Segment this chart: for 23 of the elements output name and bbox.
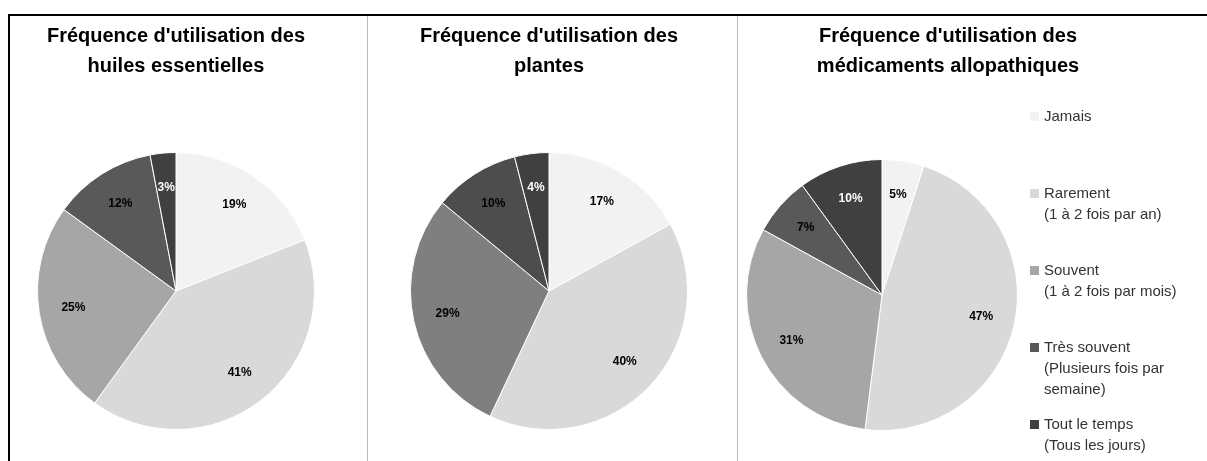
data-label: 29% xyxy=(435,305,460,320)
data-label: 31% xyxy=(779,333,804,348)
chart-title: Fréquence d'utilisation des médicaments allopathiques xyxy=(815,23,1081,78)
data-label: 25% xyxy=(61,299,86,314)
data-label: 47% xyxy=(969,309,994,324)
chart-title: Fréquence d'utilisation des huiles essentielles xyxy=(45,23,307,78)
data-label: 10% xyxy=(838,190,863,205)
legend-label: Très souvent (Plusieurs fois par semaine) xyxy=(1044,337,1166,399)
legend-label: Rarement (1 à 2 fois par an) xyxy=(1044,183,1162,224)
data-label: 12% xyxy=(108,195,133,210)
data-label: 41% xyxy=(227,365,252,380)
data-label: 40% xyxy=(612,354,638,369)
legend-label: Tout le temps (Tous les jours) xyxy=(1044,414,1146,455)
legend-label: Souvent (1 à 2 fois par mois) xyxy=(1044,260,1177,301)
data-label: 10% xyxy=(481,195,506,210)
data-label: 7% xyxy=(797,220,815,235)
chart-title: Fréquence d'utilisation des plantes xyxy=(418,23,680,78)
data-label: 5% xyxy=(889,186,907,201)
legend-label: Jamais xyxy=(1044,106,1092,126)
data-label: 3% xyxy=(157,179,176,194)
data-label: 19% xyxy=(222,197,247,212)
data-label: 4% xyxy=(527,180,545,195)
data-label: 17% xyxy=(589,193,615,208)
